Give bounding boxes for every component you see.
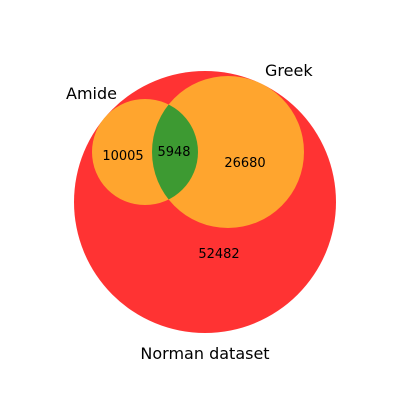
- amide-set-label: Amide: [66, 84, 117, 103]
- amide-only-count: 10005: [102, 149, 143, 164]
- greek-circle: [152, 76, 304, 228]
- greek-set-label: Greek: [265, 61, 313, 80]
- greek-only-count: 26680: [224, 156, 265, 171]
- norman-dataset-set-label: Norman dataset: [140, 344, 269, 363]
- amide-greek-count: 5948: [157, 145, 190, 160]
- norman-only-count: 52482: [198, 247, 239, 262]
